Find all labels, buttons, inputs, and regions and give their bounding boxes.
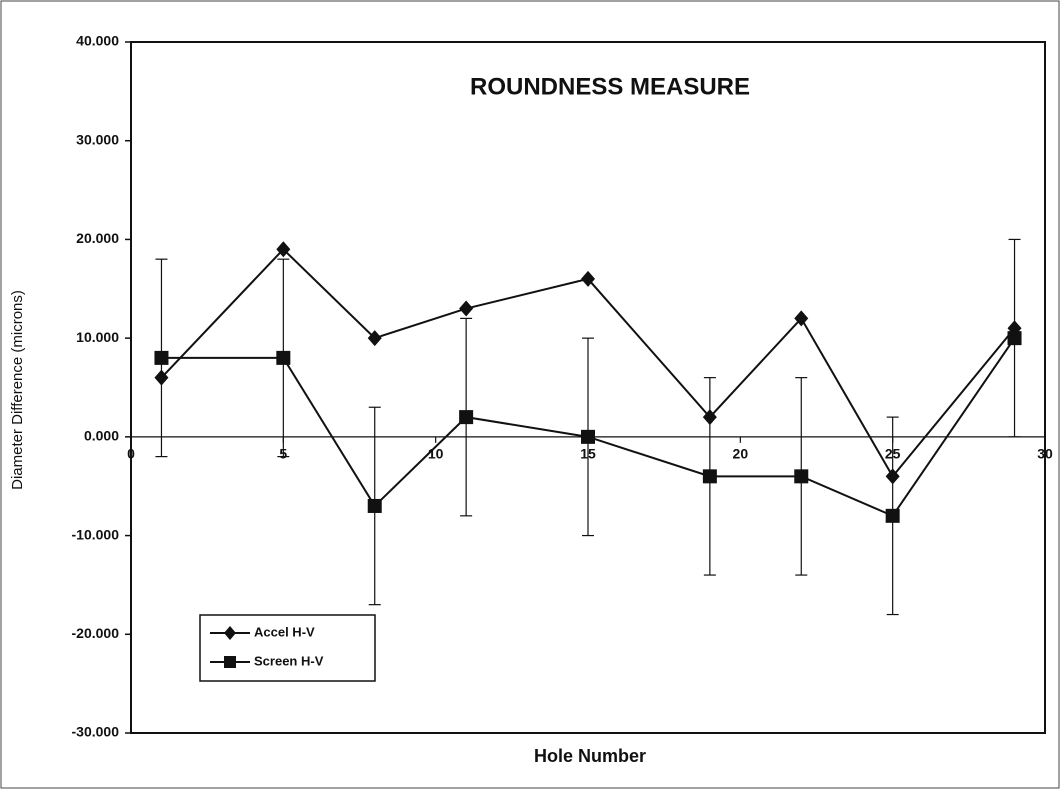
y-tick-label: -10.000 <box>72 526 120 542</box>
plot-frame <box>130 41 1046 734</box>
marker <box>581 270 595 287</box>
y-tick-label: 20.000 <box>76 230 119 246</box>
marker <box>794 310 809 327</box>
chart-title: ROUNDNESS MEASURE <box>470 73 750 100</box>
marker <box>459 410 474 425</box>
marker <box>702 469 717 484</box>
legend-marker <box>224 626 236 640</box>
legend-marker <box>224 656 236 668</box>
y-tick-label: 10.000 <box>76 329 119 345</box>
legend-label: Accel H-V <box>254 624 315 639</box>
marker <box>794 469 809 484</box>
marker <box>276 241 291 258</box>
y-tick-label: 0.000 <box>84 428 119 444</box>
y-tick-label: -20.000 <box>72 625 120 641</box>
marker <box>885 508 900 523</box>
legend-box <box>199 614 376 682</box>
marker <box>154 350 169 365</box>
x-tick-label: 0 <box>127 446 135 462</box>
marker <box>276 350 291 365</box>
y-tick-label: 30.000 <box>76 131 119 147</box>
x-tick-label: 20 <box>733 446 749 462</box>
x-tick-label: 30 <box>1037 446 1053 462</box>
y-axis-label: Diameter Difference (microns) <box>9 290 26 490</box>
marker <box>367 498 382 513</box>
marker <box>1007 331 1022 346</box>
x-axis-label: Hole Number <box>534 746 646 766</box>
y-tick-label: -30.000 <box>72 724 120 740</box>
marker <box>581 429 595 444</box>
legend-label: Screen H-V <box>254 653 324 668</box>
marker <box>459 300 474 317</box>
marker <box>367 330 382 347</box>
y-tick-label: 40.000 <box>76 33 119 49</box>
